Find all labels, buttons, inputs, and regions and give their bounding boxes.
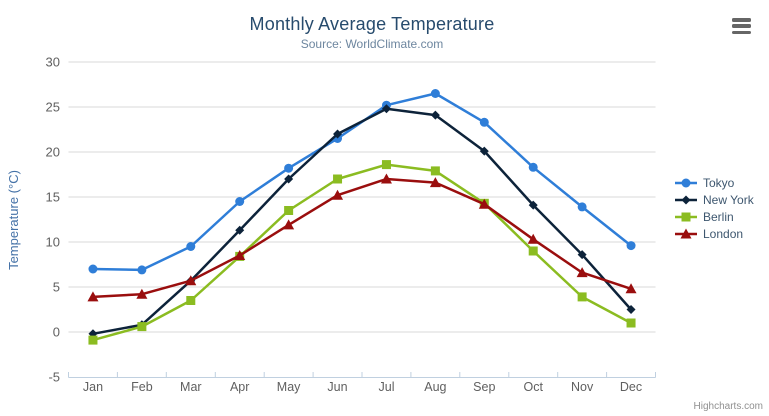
data-point-tokyo[interactable] [235,197,245,206]
legend-label: Berlin [703,210,734,224]
legend-item-london[interactable]: London [674,227,754,241]
y-axis-label: 30 [46,55,60,70]
series-line-tokyo[interactable] [91,92,633,272]
data-point-new-york[interactable] [479,146,489,156]
legend-item-berlin[interactable]: Berlin [674,210,754,224]
x-axis-label: Sep [473,380,495,394]
data-point-berlin[interactable] [381,160,391,170]
legend-item-tokyo[interactable]: Tokyo [674,176,754,190]
x-axis-label: Jul [379,380,395,394]
diamond-legend-marker-icon [675,195,697,205]
data-point-tokyo[interactable] [430,89,440,98]
data-point-berlin[interactable] [626,318,636,328]
data-point-london[interactable] [332,189,344,200]
data-point-new-york[interactable] [333,129,343,139]
data-point-london[interactable] [136,288,148,299]
x-axis-label: Apr [230,380,249,394]
triangle-legend-marker-icon [675,228,697,239]
data-point-berlin[interactable] [284,206,294,215]
data-point-london[interactable] [234,250,246,260]
data-point-tokyo[interactable] [577,202,587,212]
data-point-berlin[interactable] [137,322,147,332]
data-point-london[interactable] [380,173,392,184]
legend-label: Tokyo [703,176,735,190]
data-point-new-york[interactable] [528,200,538,210]
data-point-london[interactable] [625,283,637,294]
x-axis-label: Feb [131,380,153,394]
y-axis-label: 5 [53,280,60,295]
y-axis-label: 10 [46,235,60,250]
data-point-london[interactable] [185,275,197,286]
y-axis-label: 15 [46,190,60,205]
data-point-london[interactable] [87,291,99,302]
data-point-london[interactable] [478,198,490,209]
credits-link[interactable]: Highcharts.com [693,401,763,412]
data-point-tokyo[interactable] [528,162,538,172]
data-point-london[interactable] [429,177,441,188]
data-point-london[interactable] [576,267,588,278]
x-axis-label: May [277,380,301,394]
data-point-tokyo[interactable] [137,265,147,275]
series-line-new-york[interactable] [91,107,633,336]
data-point-new-york[interactable] [430,110,440,120]
data-point-london[interactable] [283,219,295,230]
data-point-berlin[interactable] [430,166,440,176]
square-legend-marker-icon [675,212,697,222]
data-point-new-york[interactable] [626,305,636,314]
x-axis-label: Mar [180,380,202,394]
series-line-berlin[interactable] [91,163,633,342]
data-point-new-york[interactable] [577,250,587,260]
legend-label: New York [703,193,754,207]
y-axis-label: 25 [46,100,60,115]
x-axis-label: Dec [620,380,642,394]
x-axis-label: Nov [571,380,594,394]
data-point-new-york[interactable] [284,174,294,184]
legend-label: London [703,227,744,241]
x-axis-label: Jun [327,380,347,394]
y-axis-title: Temperature (°C) [6,170,21,270]
legend: Tokyo New York Berlin London [674,176,754,241]
data-point-berlin[interactable] [88,335,98,345]
data-point-tokyo[interactable] [626,241,636,251]
hamburger-bar [732,24,751,28]
data-point-new-york[interactable] [381,104,391,114]
hamburger-bar [732,30,751,34]
data-point-tokyo[interactable] [88,264,98,274]
circle-legend-marker-icon [675,178,697,188]
hamburger-bar [732,18,751,22]
data-point-tokyo[interactable] [186,242,196,251]
x-axis-label: Jan [83,380,103,394]
x-axis-label: Oct [523,380,543,394]
data-point-berlin[interactable] [577,292,587,302]
x-axis-label: Aug [424,380,446,394]
data-point-berlin[interactable] [528,246,538,256]
data-point-tokyo[interactable] [479,117,489,127]
y-axis-label: -5 [48,370,60,385]
chart-subtitle: Source: WorldClimate.com [300,37,444,51]
data-point-berlin[interactable] [186,296,196,305]
data-point-berlin[interactable] [333,174,343,184]
y-axis-label: 20 [46,145,60,160]
data-point-new-york[interactable] [235,225,245,235]
chart-title: Monthly Average Temperature [249,14,495,34]
y-axis-label: 0 [53,325,60,340]
data-point-london[interactable] [527,233,539,244]
legend-item-new-york[interactable]: New York [674,193,754,207]
series-line-london[interactable] [91,177,633,299]
hamburger-icon[interactable] [731,17,753,35]
data-point-tokyo[interactable] [284,163,294,173]
